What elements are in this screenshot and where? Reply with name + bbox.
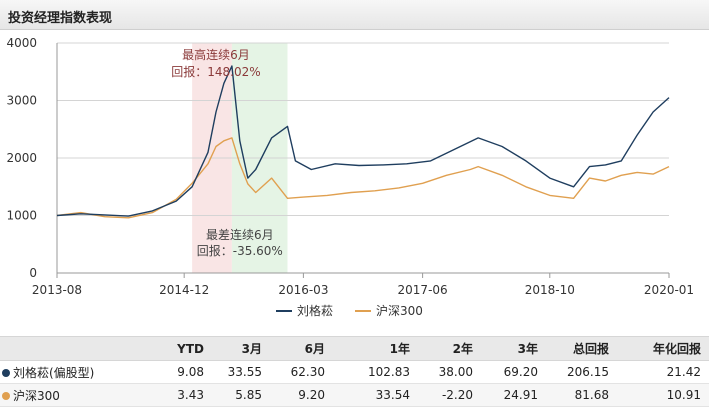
series-dot-icon	[2, 368, 10, 377]
annotation-text: 回报：148.02%	[171, 64, 260, 79]
performance-chart: 0 1000 2000 3000 4000 2013-08 2014-12 2016-03 20…	[6, 36, 694, 318]
table-row: 沪深300 3.43 5.85 9.20 33.54 -2.20 24.91 8…	[0, 383, 709, 407]
legend-label: 刘格菘	[297, 303, 333, 318]
table-cell: 102.83	[333, 360, 418, 384]
panel-title: 投资经理指数表现	[8, 11, 113, 26]
table-header-row: YTD 3月 6月 1年 2年 3年 总回报 年化回报	[0, 336, 709, 361]
row-name: 沪深300	[13, 388, 60, 403]
header-3m: 3月	[212, 336, 270, 361]
series-line	[56, 137, 670, 219]
x-tick-label: 2017-06	[398, 283, 448, 297]
row-name: 刘格菘(偏股型)	[13, 365, 95, 380]
table-cell: 24.91	[481, 383, 546, 407]
table-cell: 81.68	[546, 383, 617, 407]
header-ytd: YTD	[110, 336, 212, 361]
series-line	[56, 65, 670, 217]
table-cell: 9.08	[110, 360, 212, 384]
table-cell: 62.30	[270, 360, 333, 384]
header-6m: 6月	[270, 336, 333, 361]
table-cell: 21.42	[617, 360, 709, 384]
series-dot-icon	[2, 391, 10, 400]
row-name-cell: 刘格菘(偏股型)	[0, 360, 110, 384]
header-1y: 1年	[333, 336, 418, 361]
table-cell: 3.43	[110, 383, 212, 407]
x-tick-label: 2016-03	[278, 283, 328, 297]
header-name	[0, 336, 110, 361]
header-annual: 年化回报	[617, 336, 709, 361]
x-tick-label: 2014-12	[159, 283, 209, 297]
x-tick-label: 2018-10	[525, 283, 575, 297]
table-cell: 38.00	[418, 360, 481, 384]
y-tick-label: 2000	[6, 151, 37, 165]
y-tick-label: 1000	[6, 209, 37, 223]
annotation-text: 最差连续6月	[206, 227, 274, 242]
legend-label: 沪深300	[376, 304, 423, 318]
table-cell: -2.20	[418, 383, 481, 407]
header-2y: 2年	[418, 336, 481, 361]
table-cell: 33.54	[333, 383, 418, 407]
table-cell: 5.85	[212, 383, 270, 407]
table-cell: 206.15	[546, 360, 617, 384]
panel-header: 投资经理指数表现	[0, 0, 709, 30]
table-cell: 69.20	[481, 360, 546, 384]
returns-table: YTD 3月 6月 1年 2年 3年 总回报 年化回报 刘格菘(偏股型) 9.0…	[0, 336, 709, 407]
annotation-text: 最高连续6月	[182, 47, 250, 62]
table-row: 刘格菘(偏股型) 9.08 33.55 62.30 102.83 38.00 6…	[0, 360, 709, 384]
x-tick-label: 2013-08	[32, 283, 82, 297]
table-cell: 10.91	[617, 383, 709, 407]
header-total: 总回报	[546, 336, 617, 361]
annotation-text: 回报：-35.60%	[197, 243, 283, 258]
y-tick-label: 4000	[6, 36, 37, 50]
row-name-cell: 沪深300	[0, 383, 110, 407]
y-tick-label: 0	[29, 266, 37, 280]
y-tick-label: 3000	[6, 94, 37, 108]
x-tick-label: 2020-01	[644, 283, 694, 297]
table-cell: 33.55	[212, 360, 270, 384]
header-3y: 3年	[481, 336, 546, 361]
table-cell: 9.20	[270, 383, 333, 407]
